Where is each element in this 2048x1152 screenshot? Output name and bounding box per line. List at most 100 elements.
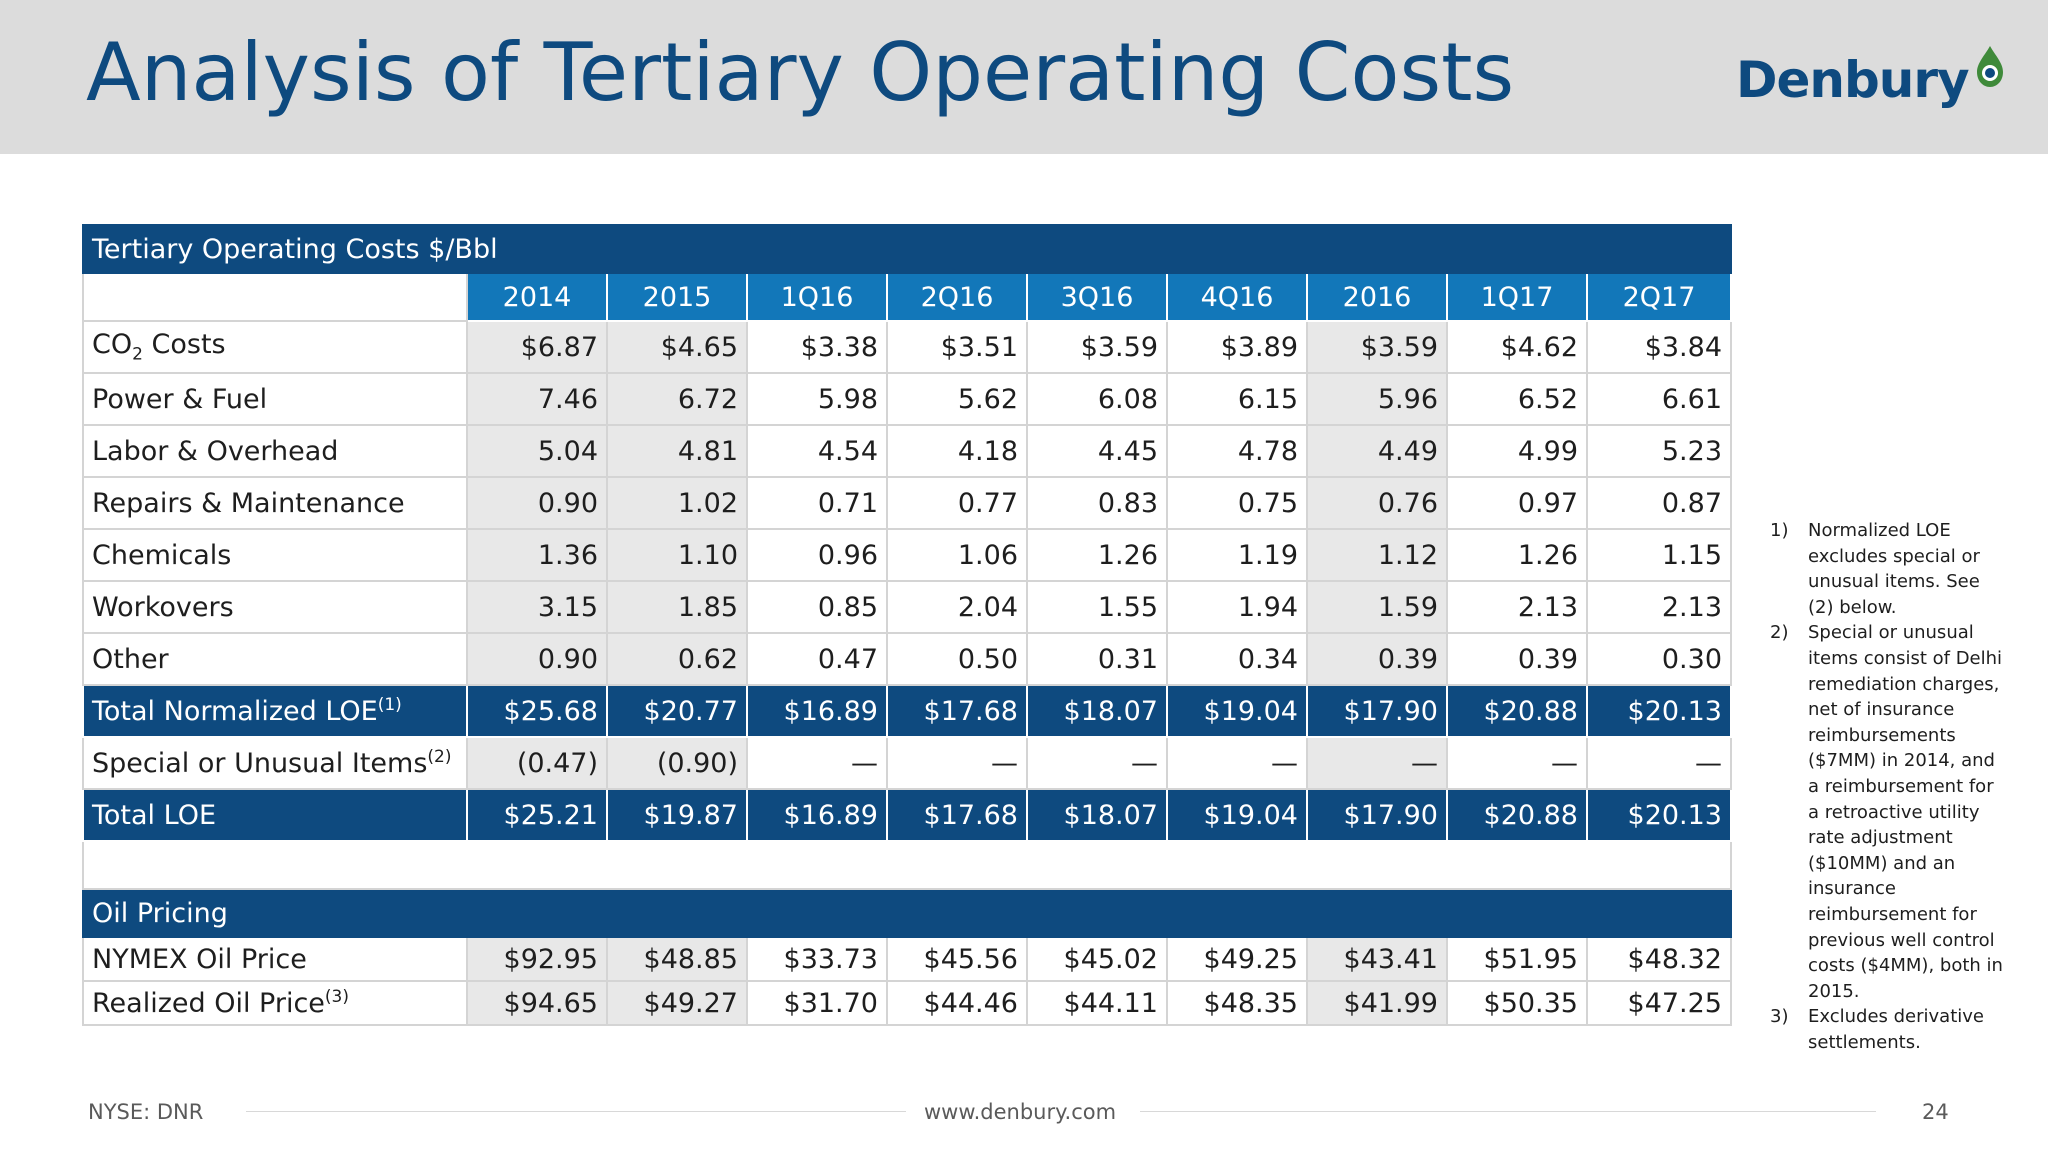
table-cell: $48.35 (1166, 980, 1308, 1026)
table-cell: 2.13 (1446, 580, 1588, 634)
table-cell: 4.18 (886, 424, 1028, 478)
table-row: Repairs & Maintenance 0.90 1.02 0.71 0.7… (82, 476, 1732, 530)
row-label: Other (82, 632, 468, 686)
table-cell: 4.78 (1166, 424, 1308, 478)
table-cell: $92.95 (466, 936, 608, 982)
table-cell: $51.95 (1446, 936, 1588, 982)
column-header: 2Q16 (886, 272, 1028, 322)
table-cell: 0.30 (1586, 632, 1732, 686)
total-loe-row: Total LOE $25.21 $19.87 $16.89 $17.68 $1… (82, 788, 1732, 842)
footnote: 3) Excludes derivative settlements. (1770, 1004, 2010, 1055)
ticker-label: NYSE: DNR (88, 1100, 204, 1124)
table-cell: 5.04 (466, 424, 608, 478)
column-header: 3Q16 (1026, 272, 1168, 322)
table-cell: $19.04 (1166, 684, 1308, 738)
row-label: Total LOE (82, 788, 468, 842)
column-header: 2Q17 (1586, 272, 1732, 322)
table-cell: $25.68 (466, 684, 608, 738)
footnote-text: Excludes derivative settlements. (1808, 1006, 1984, 1053)
table-cell: $18.07 (1026, 788, 1168, 842)
table-cell: 0.39 (1446, 632, 1588, 686)
table-cell: $20.77 (606, 684, 748, 738)
total-normalized-row: Total Normalized LOE(1) $25.68 $20.77 $1… (82, 684, 1732, 738)
table-cell: $49.25 (1166, 936, 1308, 982)
table-cell: 5.96 (1306, 372, 1448, 426)
table-cell: 0.62 (606, 632, 748, 686)
table-cell: 2.04 (886, 580, 1028, 634)
table-cell: 1.94 (1166, 580, 1308, 634)
table-cell: 0.76 (1306, 476, 1448, 530)
logo-wordmark: Denbury (1736, 51, 1970, 109)
table-cell: — (1446, 736, 1588, 790)
table-cell: $18.07 (1026, 684, 1168, 738)
table-cell: 4.45 (1026, 424, 1168, 478)
table-cell: $43.41 (1306, 936, 1448, 982)
table-cell: 1.19 (1166, 528, 1308, 582)
table-cell: $94.65 (466, 980, 608, 1026)
header-bar (0, 0, 2048, 154)
table-row: Realized Oil Price(3) $94.65 $49.27 $31.… (82, 980, 1732, 1026)
table-row: CO2 Costs $6.87 $4.65 $3.38 $3.51 $3.59 … (82, 320, 1732, 374)
table-cell: $41.99 (1306, 980, 1448, 1026)
table-cell: 6.61 (1586, 372, 1732, 426)
table-cell: $48.85 (606, 936, 748, 982)
column-header: 1Q16 (746, 272, 888, 322)
table-row: NYMEX Oil Price $92.95 $48.85 $33.73 $45… (82, 936, 1732, 982)
table-cell: 4.49 (1306, 424, 1448, 478)
column-header: 2014 (466, 272, 608, 322)
row-label: Total Normalized LOE(1) (82, 684, 468, 738)
table-cell: $44.46 (886, 980, 1028, 1026)
table-cell: $20.13 (1586, 684, 1732, 738)
oil-drop-logo-icon (1976, 46, 2003, 87)
table-cell: 1.26 (1446, 528, 1588, 582)
table-cell: $47.25 (1586, 980, 1732, 1026)
operating-costs-table: Tertiary Operating Costs $/Bbl 2014 2015… (82, 224, 1732, 1026)
footer-divider (1140, 1111, 1876, 1112)
table-cell: $6.87 (466, 320, 608, 374)
table-cell: 0.96 (746, 528, 888, 582)
footnote-number: 2) (1770, 622, 1789, 644)
footnote-number: 1) (1770, 520, 1789, 541)
spacer-cell (82, 840, 1732, 890)
table-cell: 6.15 (1166, 372, 1308, 426)
table-cell: 1.10 (606, 528, 748, 582)
column-header: 2016 (1306, 272, 1448, 322)
table-cell: $16.89 (746, 684, 888, 738)
table-cell: $4.62 (1446, 320, 1588, 374)
table-cell: $4.65 (606, 320, 748, 374)
table-cell: $48.32 (1586, 936, 1732, 982)
row-label: Special or Unusual Items(2) (82, 736, 468, 790)
table-cell: $3.59 (1026, 320, 1168, 374)
column-header: 4Q16 (1166, 272, 1308, 322)
table-cell: 5.62 (886, 372, 1028, 426)
table-cell: 0.90 (466, 632, 608, 686)
table-cell: 1.26 (1026, 528, 1168, 582)
table-cell: $17.68 (886, 684, 1028, 738)
website-link[interactable]: www.denbury.com (924, 1100, 1117, 1124)
table-cell: 1.15 (1586, 528, 1732, 582)
table-cell: $25.21 (466, 788, 608, 842)
table-cell: 4.54 (746, 424, 888, 478)
table-cell: 0.83 (1026, 476, 1168, 530)
footnote-text: Special or unusual items consist of Delh… (1808, 622, 2003, 1002)
spacer-row (82, 840, 1732, 890)
footer: NYSE: DNR www.denbury.com 24 (0, 1100, 2048, 1130)
table-cell: 4.99 (1446, 424, 1588, 478)
table-cell: 1.85 (606, 580, 748, 634)
table-cell: — (1026, 736, 1168, 790)
row-label: Realized Oil Price(3) (82, 980, 468, 1026)
table-section-header: Tertiary Operating Costs $/Bbl (82, 224, 1732, 274)
row-label: Repairs & Maintenance (82, 476, 468, 530)
table-cell: 0.75 (1166, 476, 1308, 530)
footnote: 1) Normalized LOE excludes special or un… (1770, 518, 2010, 620)
row-label: Chemicals (82, 528, 468, 582)
table-cell: — (1166, 736, 1308, 790)
table-cell: $17.90 (1306, 684, 1448, 738)
table-cell: 6.08 (1026, 372, 1168, 426)
footnotes: 1) Normalized LOE excludes special or un… (1770, 518, 2010, 1055)
table-cell: 0.31 (1026, 632, 1168, 686)
table-cell: $3.84 (1586, 320, 1732, 374)
page-title: Analysis of Tertiary Operating Costs (86, 26, 1515, 119)
table-cell: $33.73 (746, 936, 888, 982)
table-cell: 0.47 (746, 632, 888, 686)
